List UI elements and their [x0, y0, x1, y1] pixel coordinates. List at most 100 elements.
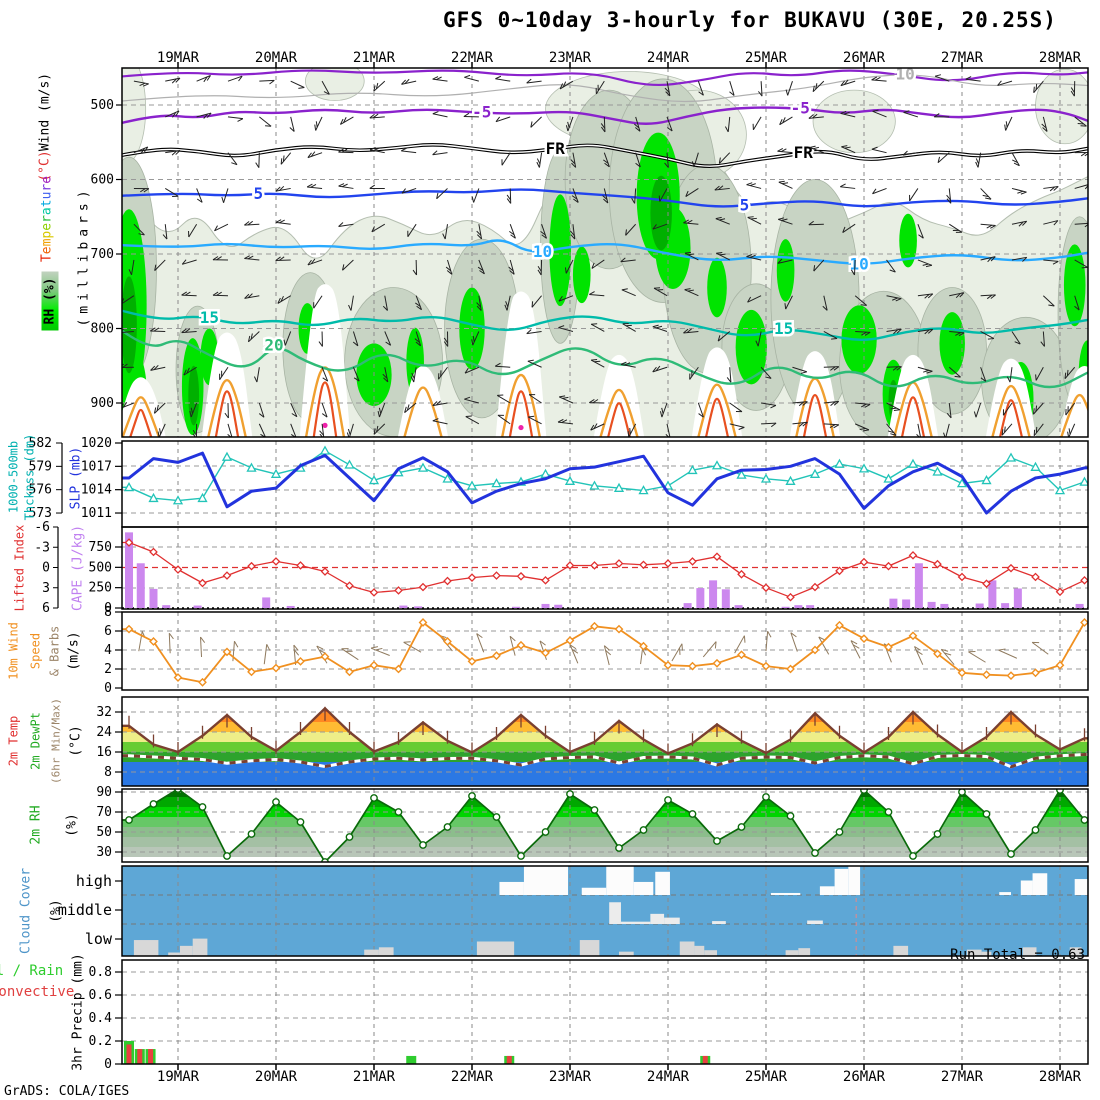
cloud-bar-middle: [664, 917, 680, 924]
cloud-bar-low: [579, 940, 600, 956]
cloud-bar-high: [834, 868, 849, 895]
cloud-bar-high: [1020, 880, 1033, 895]
axis-label-millibars: (millibars): [76, 185, 92, 327]
cloud-bar-middle: [609, 902, 621, 924]
tick-label: 3: [42, 581, 50, 596]
contour-label: -5: [791, 99, 810, 118]
tick-label: 70: [96, 805, 112, 820]
day-label-top: 23MAR: [549, 50, 592, 66]
axis-label-minmax: (6hr Min/Max): [49, 697, 63, 785]
cloud-bar-low: [798, 948, 811, 956]
axis-label-wind-speed: Speed: [28, 632, 43, 670]
cloud-bar-high: [1032, 873, 1048, 895]
tick-label: 900: [91, 396, 114, 411]
tick-label: 0: [42, 561, 50, 576]
tick-label: 16: [96, 745, 112, 760]
tick-label: 6: [104, 624, 112, 639]
cloud-bar-high: [819, 886, 835, 895]
axis-label-degc-2m: (°C): [68, 725, 84, 757]
day-label-top: 21MAR: [353, 50, 396, 66]
day-label-bottom: 21MAR: [353, 1069, 396, 1085]
cloud-bar-low: [679, 941, 695, 956]
tick-label: high: [76, 872, 112, 890]
day-label-top: 25MAR: [745, 50, 788, 66]
cloud-bar-high: [770, 892, 801, 895]
cloud-bar-middle: [650, 913, 665, 924]
cloud-bar-middle: [807, 920, 823, 924]
p5-layer: [122, 697, 1088, 786]
tick-label: 90: [96, 785, 112, 800]
cloud-bar-low: [168, 952, 180, 956]
cloud-bar-high: [606, 866, 634, 895]
axis-label-lifted-index: Lifted Index: [12, 524, 27, 612]
run-total-label: Run Total = 0.63: [950, 947, 1085, 963]
tick-label: 0.6: [89, 988, 112, 1003]
temperature-letter: r: [39, 215, 55, 223]
tick-label: 573: [29, 506, 52, 521]
cloud-bar-low: [704, 950, 717, 956]
tick-label: 1014: [81, 483, 112, 498]
precip-bar-convective: [506, 1055, 512, 1064]
day-label-bottom: 24MAR: [647, 1069, 690, 1085]
tick-label: 0: [104, 1057, 112, 1072]
axis-label-ms: (m/s): [66, 631, 82, 671]
tick-label: 0.2: [89, 1034, 112, 1049]
cloud-bar-low: [179, 945, 193, 956]
precip-bar-convective: [702, 1055, 708, 1064]
tick-label: -6: [34, 520, 50, 535]
day-label-bottom: 28MAR: [1039, 1069, 1082, 1085]
tick-label: 2: [104, 662, 112, 677]
cloud-bar-low: [619, 951, 634, 956]
contour-label: 10: [533, 242, 552, 261]
contour-label: FR: [546, 139, 566, 158]
tick-label: 0: [104, 601, 112, 616]
axis-label-2m-rh: 2m RH: [28, 805, 44, 845]
tick-label: 750: [89, 540, 112, 555]
day-label-bottom: 19MAR: [157, 1069, 200, 1085]
axis-label-slp: SLP (mb): [68, 446, 84, 510]
day-label-bottom: 22MAR: [451, 1069, 494, 1085]
contour-label: FR: [794, 143, 814, 162]
cloud-bar-low: [981, 951, 992, 956]
tick-label: 250: [89, 581, 112, 596]
cloud-bar-high: [581, 887, 607, 895]
precip-bar-total: [406, 1055, 417, 1064]
contour-label: 15: [774, 319, 793, 338]
legend-total-rain: Total / Rain: [0, 963, 64, 979]
p2-layer: [122, 441, 1088, 527]
day-label-top: 22MAR: [451, 50, 494, 66]
tick-label: 0.4: [89, 1011, 113, 1026]
axis-label-cloud-pct: (%): [48, 899, 64, 923]
cloud-bar-low: [476, 941, 515, 956]
temperature-letter: u: [39, 191, 55, 200]
temperature-letter: r: [39, 183, 55, 192]
cloud-bar-high: [848, 866, 861, 895]
cloud-bar-high: [1074, 879, 1088, 895]
axis-label-cloud-cover: Cloud Cover: [18, 867, 34, 955]
day-label-bottom: 20MAR: [255, 1069, 298, 1085]
cloud-bar-low: [364, 949, 379, 956]
axis-label-cape: CAPE (J/kg): [70, 524, 86, 612]
p6-layer: [122, 789, 1088, 862]
day-label-top: 20MAR: [255, 50, 298, 66]
day-label-bottom: 27MAR: [941, 1069, 984, 1085]
day-label-top: 24MAR: [647, 50, 690, 66]
cloud-bar-low: [785, 950, 799, 956]
axis-label-wind: Wind (m/s): [37, 72, 53, 152]
grads-credit: GrADS: COLA/IGES: [4, 1084, 130, 1099]
cloud-bar-high: [523, 866, 569, 895]
tick-label: 50: [96, 825, 112, 840]
tick-label: 32: [96, 705, 112, 720]
contour-label: 20: [264, 335, 283, 354]
cloud-bar-high: [633, 881, 654, 895]
legend-convective: Convective: [0, 984, 75, 1000]
axis-label-10m-wind: 10m Wind: [6, 622, 21, 680]
cloud-bar-low: [966, 949, 982, 956]
tick-label: 1011: [81, 506, 112, 521]
contour-label: -5: [472, 103, 491, 122]
tick-label: 500: [89, 560, 112, 575]
day-label-top: 27MAR: [941, 50, 984, 66]
axis-label-2m-temp: 2m Temp: [6, 715, 21, 767]
tick-label: 30: [96, 845, 112, 860]
temperature-letter: m: [39, 238, 55, 247]
